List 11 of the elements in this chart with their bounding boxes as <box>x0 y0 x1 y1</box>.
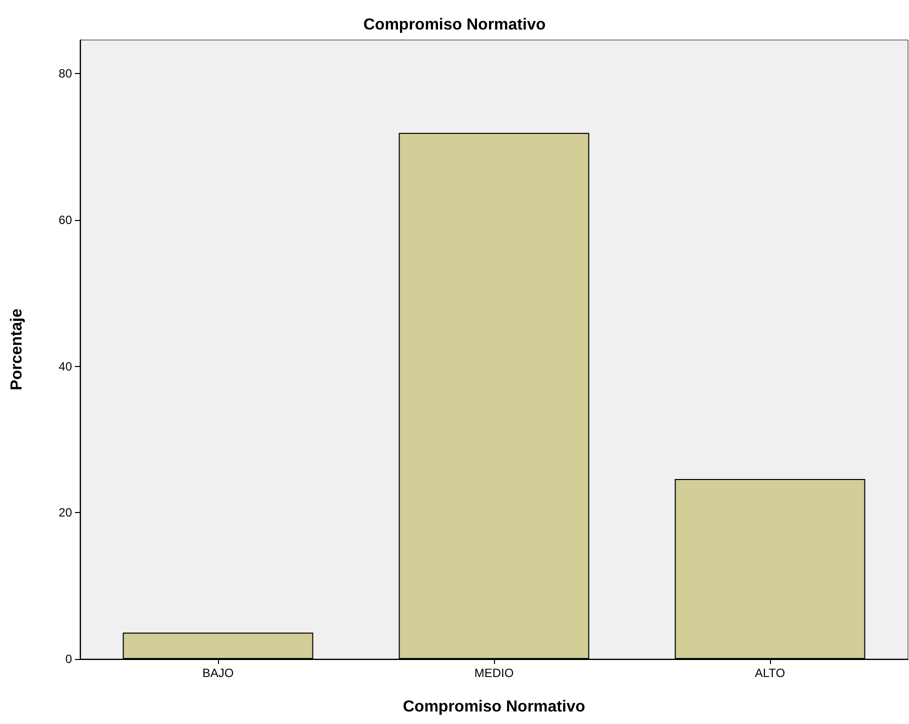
x-axis-title: Compromiso Normativo <box>402 698 586 716</box>
y-tick-label: 0 <box>65 652 72 666</box>
x-tick-label: BAJO <box>202 666 234 680</box>
x-tick-label: ALTO <box>754 666 786 680</box>
y-axis-title: Porcentaje <box>8 308 26 390</box>
y-tick-label: 60 <box>58 212 72 227</box>
y-tick-label: 20 <box>58 506 72 520</box>
x-tick-label: MEDIO <box>474 666 514 680</box>
chart-title: Compromiso Normativo <box>363 16 546 34</box>
y-tick-label: 40 <box>58 359 72 374</box>
y-tick-label: 80 <box>58 66 72 81</box>
